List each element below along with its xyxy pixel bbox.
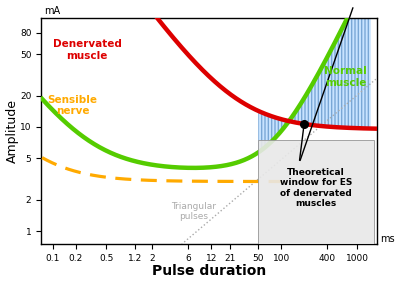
Text: Denervated
muscle: Denervated muscle — [52, 39, 122, 60]
Text: Sensible
nerve: Sensible nerve — [47, 95, 97, 116]
X-axis label: Pulse duration: Pulse duration — [152, 264, 266, 278]
Y-axis label: Amplitude: Amplitude — [6, 99, 18, 163]
Text: Triangular
pulses: Triangular pulses — [171, 202, 216, 221]
Text: ms: ms — [380, 234, 395, 244]
Text: Normal
muscle: Normal muscle — [324, 66, 367, 88]
Bar — [258, 140, 374, 244]
Text: mA: mA — [44, 6, 61, 16]
Text: Theoretical
window for ES
of denervated
muscles: Theoretical window for ES of denervated … — [280, 168, 352, 208]
